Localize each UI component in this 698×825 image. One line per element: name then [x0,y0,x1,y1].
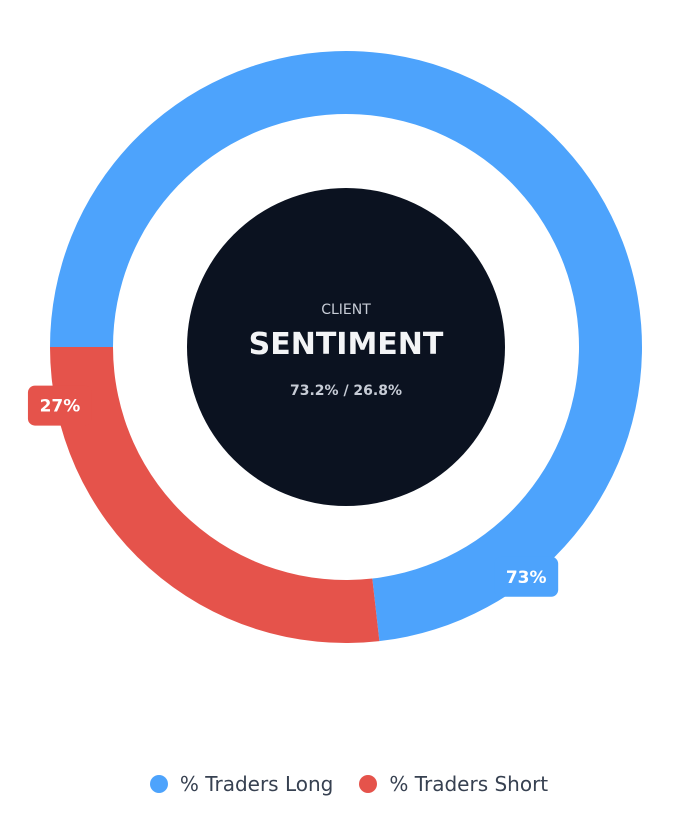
data-label-text: 73% [506,568,547,588]
legend-swatch-short [359,775,378,793]
center-disc [187,188,505,506]
legend-label-short: % Traders Short [389,772,549,796]
data-label-traders-short: 27% [27,385,92,426]
legend-item-long[interactable]: % Traders Long [149,772,334,796]
data-label-traders-long: 73% [494,556,559,597]
legend-label-long: % Traders Long [179,772,334,796]
slices-layer [50,50,642,643]
slice-traders-short[interactable] [50,347,380,643]
center-ratio: 73.2% / 26.8% [290,383,402,399]
data-label-text: 27% [40,397,81,417]
legend-item-short[interactable]: % Traders Short [359,772,548,796]
data-label-badge [27,385,92,426]
center-eyebrow: CLIENT [321,302,371,318]
center-title: SENTIMENT [249,327,444,362]
legend: % Traders Long % Traders Short [0,772,698,796]
data-label-badge [494,556,559,597]
legend-swatch-long [149,775,168,793]
labels-layer: 73% 27% [27,385,559,597]
